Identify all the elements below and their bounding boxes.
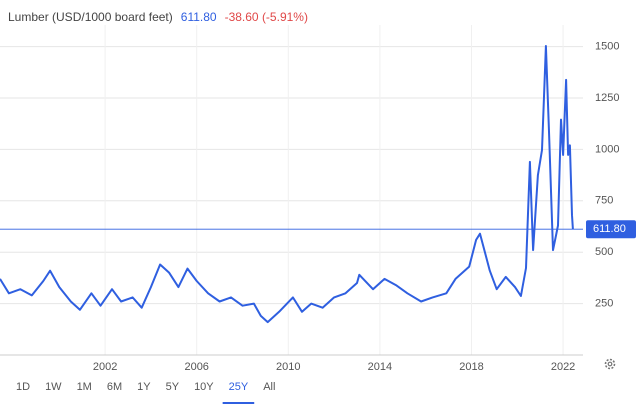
last-price-label: 611.80	[593, 223, 626, 235]
range-button[interactable]: 6M	[107, 381, 122, 393]
price-line	[0, 45, 574, 324]
y-tick-label: 1250	[595, 92, 619, 104]
x-tick-label: 2014	[368, 361, 392, 373]
x-tick-label: 2002	[93, 361, 117, 373]
y-tick-label: 1000	[595, 143, 619, 155]
chart-title: Lumber (USD/1000 board feet)	[8, 10, 173, 24]
last-price-box	[586, 220, 636, 239]
range-button[interactable]: 25Y	[229, 381, 249, 393]
last-price: 611.80	[181, 10, 217, 24]
x-tick-label: 2022	[551, 361, 575, 373]
range-button[interactable]: 1M	[77, 381, 92, 393]
range-button[interactable]: 1D	[16, 381, 30, 393]
price-change: -38.60 (-5.91%)	[225, 10, 308, 24]
x-tick-label: 2010	[276, 361, 300, 373]
y-tick-label: 750	[595, 195, 613, 207]
settings-icon[interactable]	[604, 358, 616, 370]
y-tick-label: 1500	[595, 40, 619, 52]
x-tick-label: 2006	[184, 361, 208, 373]
y-tick-label: 250	[595, 298, 613, 310]
x-tick-label: 2018	[459, 361, 483, 373]
range-button[interactable]: 1W	[45, 381, 62, 393]
range-button[interactable]: 1Y	[137, 381, 151, 393]
range-button[interactable]: All	[263, 381, 275, 393]
range-button[interactable]: 5Y	[166, 381, 180, 393]
range-button[interactable]: 10Y	[194, 381, 214, 393]
y-tick-label: 500	[595, 246, 613, 258]
